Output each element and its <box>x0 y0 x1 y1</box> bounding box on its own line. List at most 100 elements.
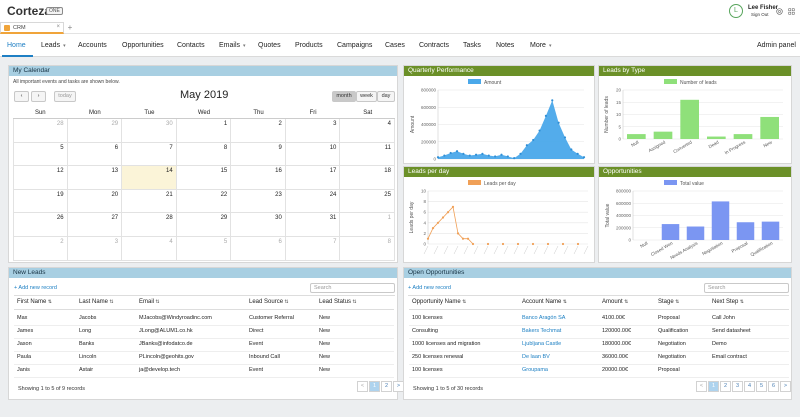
sort-icon[interactable]: ⇅ <box>460 299 467 305</box>
calendar-day[interactable]: 4 <box>340 119 395 143</box>
table-row[interactable]: James Long JLong@ALUM1.co.hk Direct New <box>9 326 399 338</box>
admin-panel-link[interactable]: Admin panel <box>757 42 796 49</box>
calendar-day[interactable]: 8 <box>176 142 232 167</box>
calendar-day[interactable]: 20 <box>67 189 123 214</box>
calendar-day[interactable]: 28 <box>122 213 177 237</box>
prev-page-button[interactable]: < <box>357 381 368 392</box>
table-row[interactable]: 100 licenses Banco Aragón SA 4100.00€ Propo… <box>404 313 793 325</box>
today-button[interactable]: today <box>54 91 76 102</box>
page-1-button[interactable]: 1 <box>369 381 380 392</box>
table-row[interactable]: Max Jacobs MJacobs@Windyroadinc.com Custome… <box>9 313 399 325</box>
opportunities-search-input[interactable]: Search <box>704 283 789 293</box>
sort-icon[interactable]: ⇅ <box>154 299 160 305</box>
table-row[interactable]: 100 licenses Groupama 20000.00€ Proposal <box>404 365 793 377</box>
page-6-button[interactable]: 6 <box>768 381 779 392</box>
nav-item-cases[interactable]: Cases <box>385 42 405 49</box>
close-tab-icon[interactable]: × <box>56 24 60 30</box>
calendar-day[interactable]: 19 <box>13 189 68 214</box>
calendar-day[interactable]: 3 <box>285 119 341 143</box>
page-2-button[interactable]: 2 <box>381 381 392 392</box>
sign-out-link[interactable]: Sign Out <box>751 12 769 17</box>
account-link[interactable]: De laan BV <box>522 354 550 360</box>
calendar-day[interactable]: 5 <box>176 237 232 261</box>
nav-item-contracts[interactable]: Contracts <box>419 42 449 49</box>
calendar-day[interactable]: 4 <box>122 237 177 261</box>
nav-item-home[interactable]: Home <box>7 42 26 49</box>
calendar-day[interactable]: 29 <box>176 213 232 237</box>
calendar-day-today[interactable]: 14 <box>122 166 177 190</box>
nav-item-accounts[interactable]: Accounts <box>78 42 107 49</box>
table-row[interactable]: Jason Banks JBanks@infodatco.de Event New <box>9 339 399 351</box>
sort-icon[interactable]: ⇅ <box>46 299 52 305</box>
calendar-day[interactable]: 12 <box>13 166 68 190</box>
next-page-button[interactable]: > <box>780 381 791 392</box>
calendar-day[interactable]: 7 <box>122 142 177 167</box>
column-header-lead-source[interactable]: Lead Source ⇅ <box>249 299 289 305</box>
calendar-day[interactable]: 17 <box>285 166 341 190</box>
sort-icon[interactable]: ⇅ <box>108 299 114 305</box>
page-1-button[interactable]: 1 <box>708 381 719 392</box>
calendar-day[interactable]: 13 <box>67 166 123 190</box>
page-4-button[interactable]: 4 <box>744 381 755 392</box>
calendar-day[interactable]: 26 <box>13 213 68 237</box>
calendar-day[interactable]: 1 <box>176 119 232 143</box>
calendar-day[interactable]: 2 <box>13 237 68 261</box>
account-link[interactable]: Ljubljana Castle <box>522 341 562 347</box>
sort-icon[interactable]: ⇅ <box>561 299 567 305</box>
nav-item-opportunities[interactable]: Opportunities <box>122 42 164 49</box>
help-icon[interactable] <box>776 8 783 15</box>
tab-crm[interactable]: CRM × <box>0 22 64 34</box>
table-row[interactable]: 1000 licenses and migration Ljubljana Cas… <box>404 339 793 351</box>
calendar-day[interactable]: 24 <box>285 189 341 214</box>
calendar-day[interactable]: 25 <box>340 189 395 214</box>
column-header-lead-status[interactable]: Lead Status ⇅ <box>319 299 357 305</box>
calendar-day[interactable]: 16 <box>231 166 286 190</box>
nav-item-more[interactable]: More ▾ <box>530 42 551 49</box>
prev-month-button[interactable]: ‹ <box>14 91 29 102</box>
column-header-next-step[interactable]: Next Step ⇅ <box>712 299 744 305</box>
column-header-opportunity-name[interactable]: Opportunity Name ⇅ <box>412 299 467 305</box>
calendar-day[interactable]: 10 <box>285 142 341 167</box>
calendar-day[interactable]: 15 <box>176 166 232 190</box>
calendar-day[interactable]: 8 <box>340 237 395 261</box>
nav-item-notes[interactable]: Notes <box>496 42 514 49</box>
sort-icon[interactable]: ⇅ <box>283 299 289 305</box>
user-avatar[interactable]: L <box>729 4 743 18</box>
nav-item-tasks[interactable]: Tasks <box>463 42 481 49</box>
column-header-first-name[interactable]: First Name ⇅ <box>17 299 52 305</box>
view-day-button[interactable]: day <box>377 91 395 102</box>
table-row[interactable]: Janis Astair ja@develop.tech Event New <box>9 365 399 377</box>
next-month-button[interactable]: › <box>31 91 46 102</box>
nav-item-products[interactable]: Products <box>295 42 323 49</box>
calendar-day[interactable]: 3 <box>67 237 123 261</box>
calendar-day[interactable]: 11 <box>340 142 395 167</box>
column-header-amount[interactable]: Amount ⇅ <box>602 299 629 305</box>
add-tab-button[interactable]: + <box>67 23 73 32</box>
calendar-day[interactable]: 1 <box>340 213 395 237</box>
account-link[interactable]: Banco Aragón SA <box>522 315 566 321</box>
account-link[interactable]: Bakers Techmat <box>522 328 562 334</box>
apps-grid-icon[interactable] <box>788 8 795 15</box>
page-5-button[interactable]: 5 <box>756 381 767 392</box>
calendar-day[interactable]: 2 <box>231 119 286 143</box>
calendar-day[interactable]: 27 <box>67 213 123 237</box>
calendar-day[interactable]: 5 <box>13 142 68 167</box>
sort-icon[interactable]: ⇅ <box>351 299 357 305</box>
add-opportunity-link[interactable]: + Add new record <box>408 285 451 291</box>
calendar-day[interactable]: 9 <box>231 142 286 167</box>
table-row[interactable]: 250 licenses renewal De laan BV 36000.00€ N… <box>404 352 793 364</box>
calendar-day[interactable]: 21 <box>122 189 177 214</box>
calendar-day[interactable]: 30 <box>231 213 286 237</box>
calendar-day[interactable]: 28 <box>13 119 68 143</box>
table-row[interactable]: Consulting Bakers Techmat 120000.00€ Qualif… <box>404 326 793 338</box>
calendar-day[interactable]: 7 <box>285 237 341 261</box>
sort-icon[interactable]: ⇅ <box>738 299 744 305</box>
table-row[interactable]: Paula Lincoln PLincoln@geohits.gov Inbound … <box>9 352 399 364</box>
leads-search-input[interactable]: Search <box>310 283 395 293</box>
sort-icon[interactable]: ⇅ <box>622 299 629 305</box>
view-month-button[interactable]: month <box>332 91 356 102</box>
view-week-button[interactable]: week <box>356 91 377 102</box>
sort-icon[interactable]: ⇅ <box>673 299 680 305</box>
nav-item-contacts[interactable]: Contacts <box>177 42 205 49</box>
add-lead-link[interactable]: + Add new record <box>14 285 57 291</box>
